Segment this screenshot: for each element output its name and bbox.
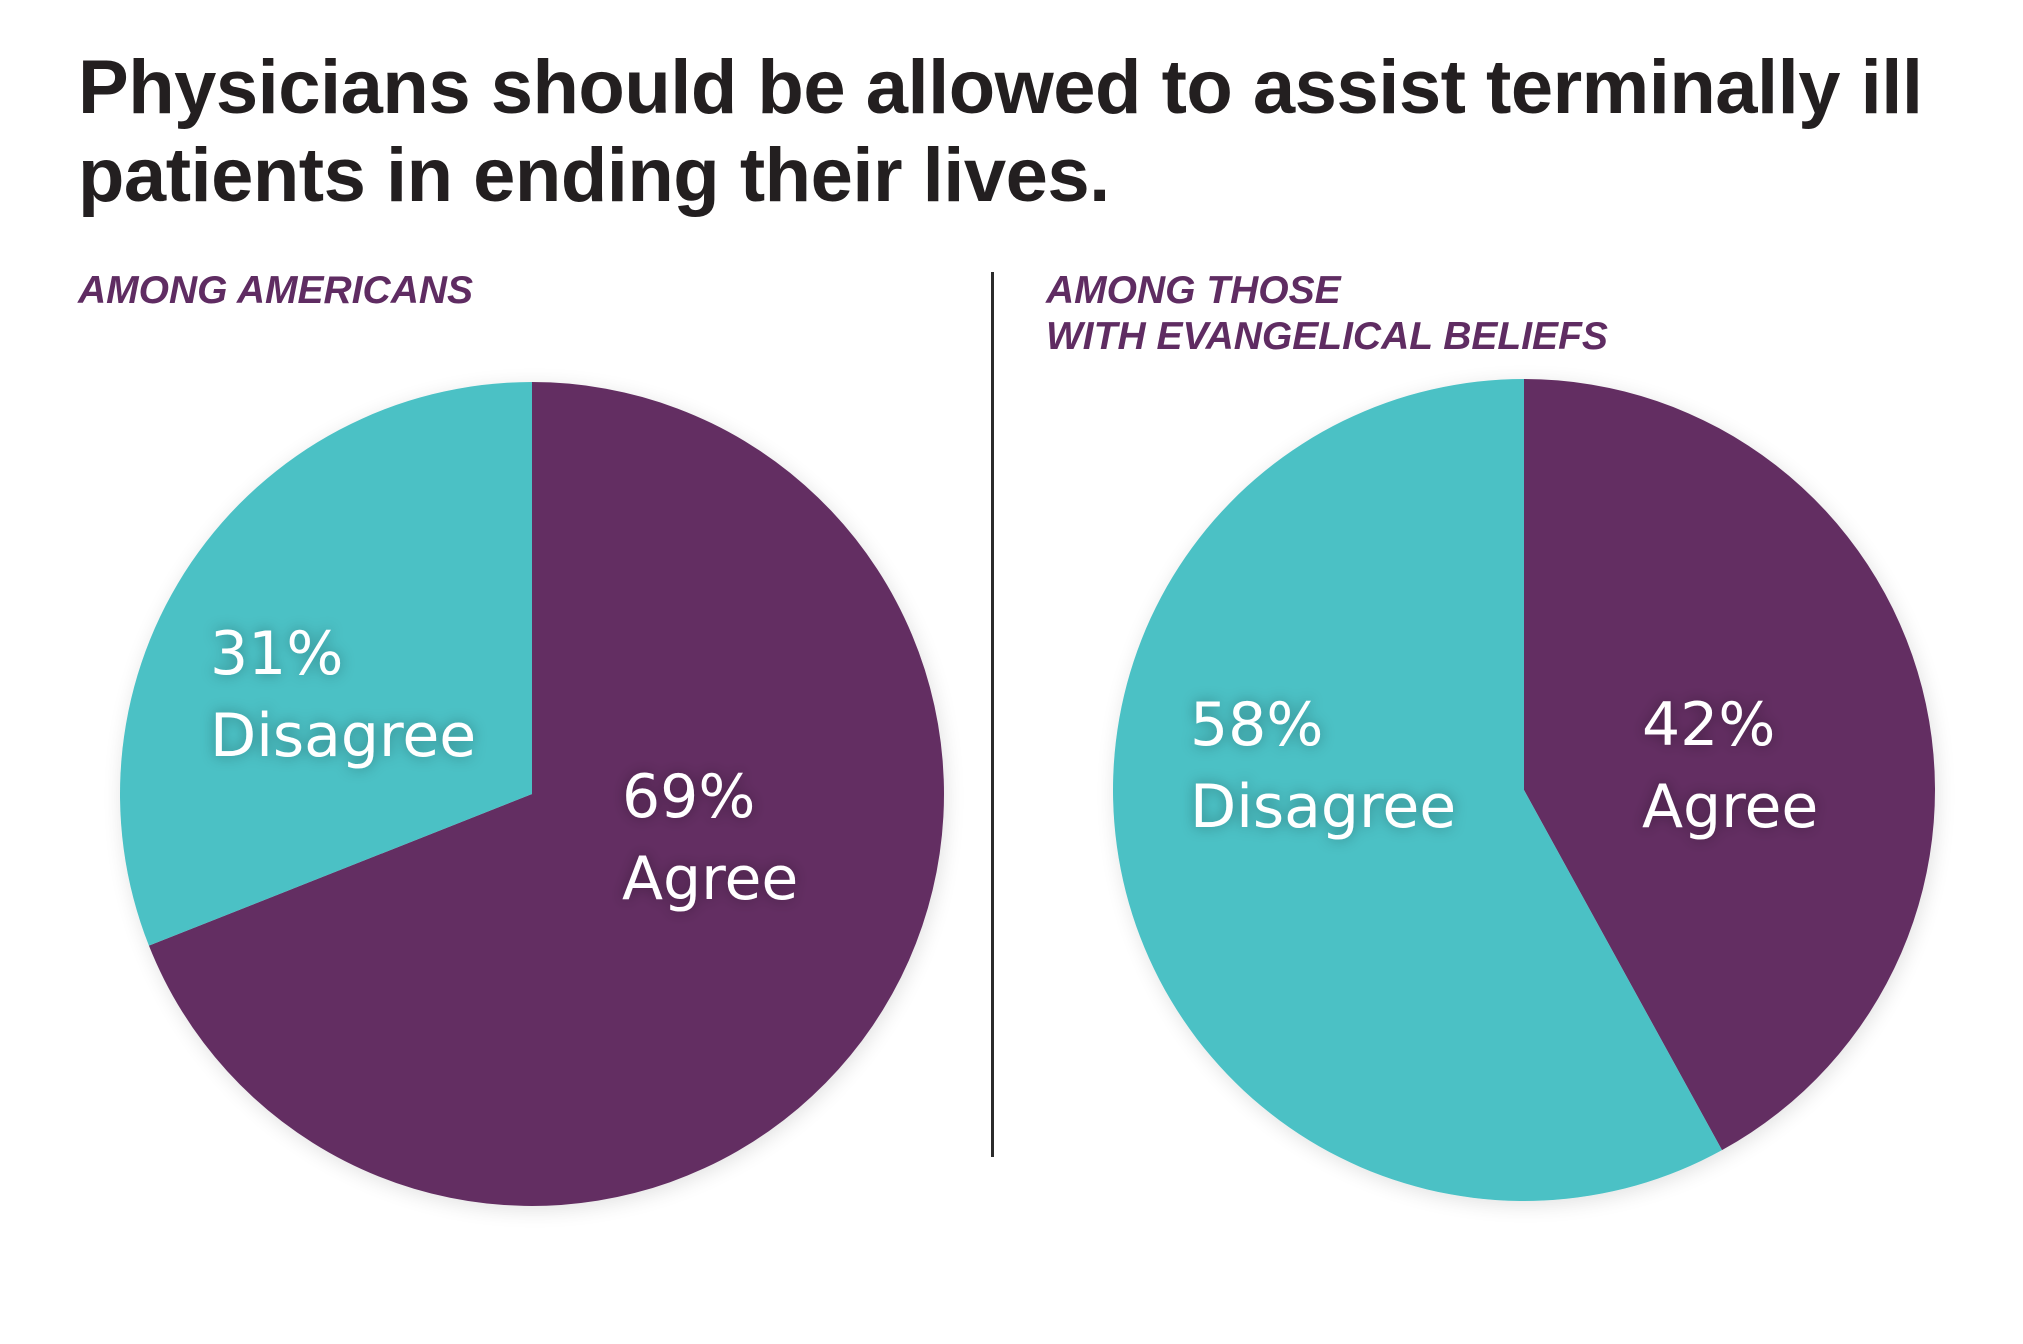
right-panel-title: AMONG THOSE WITH EVANGELICAL BELIEFS xyxy=(1046,268,1946,360)
right-pie xyxy=(1112,379,1935,1201)
left-disagree-value-label: 31% xyxy=(210,619,343,689)
right-disagree-value-label: 58% xyxy=(1190,690,1323,760)
right-disagree-category-label: Disagree xyxy=(1190,772,1456,842)
panel-divider xyxy=(991,272,994,1157)
left-pie xyxy=(119,382,944,1206)
pie-slice-disagree xyxy=(119,382,533,946)
left-disagree-category-label: Disagree xyxy=(210,701,476,771)
left-panel-title: AMONG AMERICANS xyxy=(78,269,474,312)
left-agree-value-label: 69% xyxy=(622,762,755,832)
left-agree-category-label: Agree xyxy=(622,844,798,914)
right-panel-title-line-2: WITH EVANGELICAL BELIEFS xyxy=(1046,315,1608,358)
right-agree-category-label: Agree xyxy=(1642,772,1818,842)
right-pie-labels: 58% Disagree 42% Agree xyxy=(1190,690,1818,842)
pie-slice-agree xyxy=(1524,379,1935,1151)
right-panel-title-line-1: AMONG THOSE xyxy=(1046,269,1341,312)
left-pie-labels: 31% Disagree 69% Agree xyxy=(210,619,798,914)
right-agree-value-label: 42% xyxy=(1642,690,1775,760)
pie-slice-disagree xyxy=(1112,379,1723,1201)
pie-slice-agree xyxy=(148,382,944,1206)
chart-headline: Physicians should be allowed to assist t… xyxy=(78,45,1923,218)
